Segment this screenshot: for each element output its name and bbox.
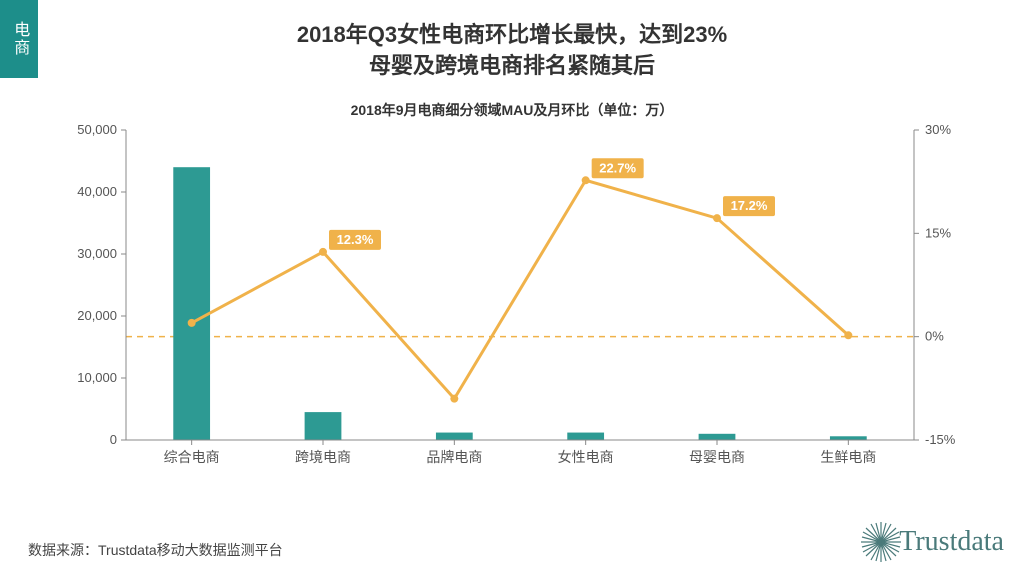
bar — [436, 433, 473, 440]
data-label: 12.3% — [337, 232, 374, 247]
data-label: 22.7% — [599, 160, 636, 175]
svg-text:0: 0 — [110, 432, 117, 447]
svg-text:生鲜电商: 生鲜电商 — [820, 449, 876, 465]
line-marker — [713, 214, 721, 222]
svg-text:-15%: -15% — [925, 432, 956, 447]
title-line-2: 母婴及跨境电商排名紧随其后 — [0, 51, 1024, 82]
svg-text:品牌电商: 品牌电商 — [426, 449, 482, 465]
title-line-1: 2018年Q3女性电商环比增长最快，达到23% — [0, 20, 1024, 51]
bar — [305, 412, 342, 440]
line-marker — [188, 319, 196, 327]
svg-text:30,000: 30,000 — [77, 246, 117, 261]
logo-starburst-icon — [859, 520, 903, 564]
bar — [830, 436, 867, 440]
svg-text:跨境电商: 跨境电商 — [295, 449, 351, 465]
logo-text: Trustdata — [899, 526, 1004, 558]
svg-text:40,000: 40,000 — [77, 184, 117, 199]
svg-text:女性电商: 女性电商 — [558, 449, 614, 465]
svg-text:50,000: 50,000 — [77, 122, 117, 137]
trustdata-logo: Trustdata — [859, 518, 1004, 566]
svg-text:15%: 15% — [925, 225, 951, 240]
svg-text:综合电商: 综合电商 — [164, 449, 220, 465]
line-marker — [582, 176, 590, 184]
main-title-block: 2018年Q3女性电商环比增长最快，达到23% 母婴及跨境电商排名紧随其后 — [0, 20, 1024, 82]
data-label: 17.2% — [731, 198, 768, 213]
chart-subtitle: 2018年9月电商细分领域MAU及月环比（单位：万） — [0, 100, 1024, 120]
combo-chart: 010,00020,00030,00040,00050,000-15%0%15%… — [68, 130, 968, 490]
chart-container: 010,00020,00030,00040,00050,000-15%0%15%… — [68, 130, 968, 490]
bar — [173, 167, 210, 440]
svg-text:10,000: 10,000 — [77, 370, 117, 385]
bar — [699, 434, 736, 440]
svg-text:30%: 30% — [925, 122, 951, 137]
data-source: 数据来源：Trustdata移动大数据监测平台 — [28, 540, 283, 560]
svg-text:20,000: 20,000 — [77, 308, 117, 323]
svg-text:0%: 0% — [925, 329, 944, 344]
line-marker — [319, 248, 327, 256]
line-marker — [450, 395, 458, 403]
svg-text:母婴电商: 母婴电商 — [689, 449, 745, 465]
line-marker — [844, 331, 852, 339]
bar — [567, 433, 604, 440]
